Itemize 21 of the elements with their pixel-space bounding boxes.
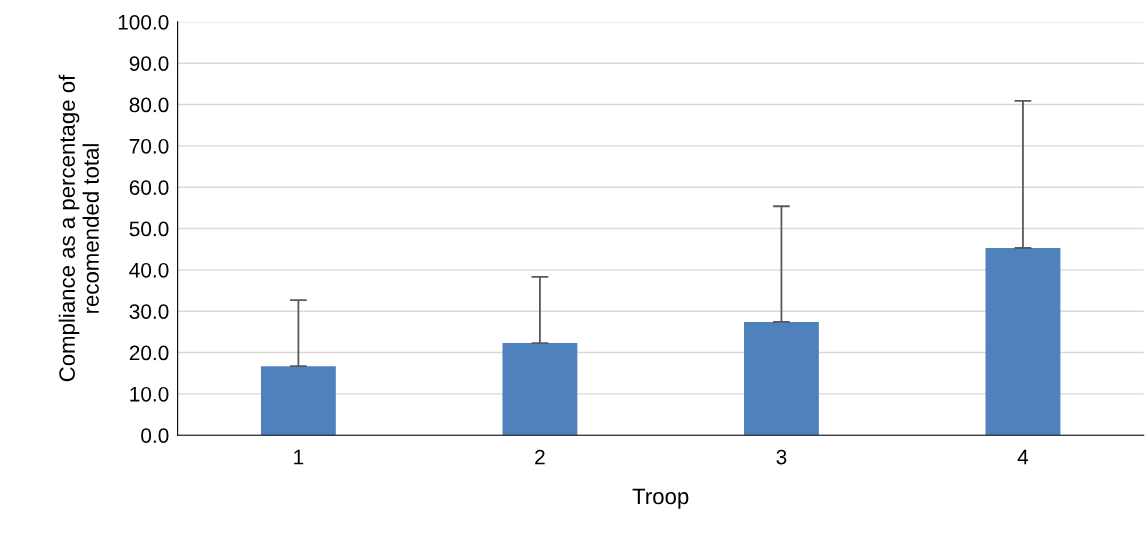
y-tick-label: 70.0 [129,138,169,154]
x-tick-label: 3 [776,449,787,465]
y-tick-label: 10.0 [130,386,169,402]
x-tick-label: 4 [1017,449,1029,465]
y-tick-label: 0.0 [141,428,169,443]
y-tick-label: 90.0 [129,56,169,71]
y-tick-label: 80.0 [129,97,169,113]
x-tick-label: 1 [294,449,304,465]
bar [260,366,336,436]
bar [502,343,578,436]
y-axis-title: Compliance as a percentage of recomended total [58,74,99,382]
x-tick-label: 2 [535,449,545,465]
y-tick-label: 100.0 [118,14,169,30]
x-axis-title: Troop [632,488,689,509]
y-tick-label: 50.0 [129,221,169,237]
bar [743,321,819,436]
y-tick-label: 40.0 [129,262,169,278]
y-tick-label: 60.0 [129,180,169,195]
bar [985,247,1061,436]
y-tick-label: 30.0 [129,304,169,319]
y-tick-label: 20.0 [129,345,169,361]
